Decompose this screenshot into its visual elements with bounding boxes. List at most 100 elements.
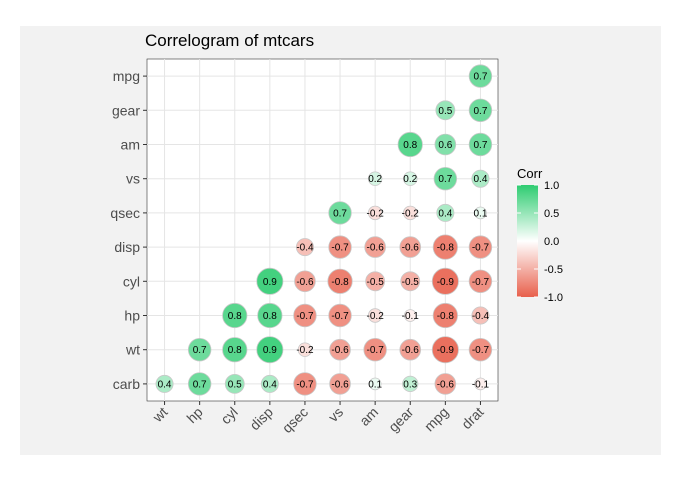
y-tick-label-hp: hp bbox=[124, 308, 140, 324]
x-tick-label-am: am bbox=[356, 404, 381, 429]
correlation-circle bbox=[468, 269, 493, 294]
correlation-value-label: -0.6 bbox=[367, 243, 385, 254]
correlation-circle bbox=[471, 306, 490, 325]
correlation-circle bbox=[297, 342, 313, 357]
correlation-value-label: 0.8 bbox=[228, 345, 242, 356]
correlation-value-label: 0.3 bbox=[403, 379, 417, 390]
correlation-circle bbox=[434, 373, 457, 395]
correlation-circle bbox=[436, 203, 455, 222]
correlogram-chart: Correlogram of mtcars wt hp cyl disp qsec vs a… bbox=[110, 31, 563, 436]
correlogram-figure: Correlogram of mtcars wt hp cyl disp qsec vs a… bbox=[20, 26, 661, 455]
cell-am-cyl: -0.5 bbox=[365, 271, 386, 292]
correlation-value-label: -0.6 bbox=[331, 379, 349, 390]
correlation-value-label: 0.7 bbox=[193, 379, 207, 390]
y-tick-label-disp: disp bbox=[114, 239, 140, 255]
cell-qsec-disp: -0.4 bbox=[295, 238, 314, 257]
cell-gear-qsec: -0.2 bbox=[402, 205, 419, 221]
cell-mpg-disp: -0.8 bbox=[432, 234, 458, 260]
cell-mpg-am: 0.6 bbox=[434, 133, 457, 156]
correlation-value-label: -0.8 bbox=[437, 311, 455, 322]
x-axis-ticks: wt hp cyl disp qsec vs am gear mpg drat bbox=[149, 401, 487, 436]
correlation-circle bbox=[403, 309, 417, 322]
correlation-value-label: -0.9 bbox=[437, 277, 455, 288]
correlation-circle bbox=[187, 372, 212, 396]
cell-drat-carb: -0.1 bbox=[472, 377, 490, 390]
correlation-value-label: 0.2 bbox=[403, 174, 417, 185]
cell-mpg-cyl: -0.9 bbox=[431, 267, 459, 295]
x-tick-label-wt: wt bbox=[149, 404, 171, 426]
correlation-value-label: -0.2 bbox=[367, 311, 385, 322]
x-tick-label-disp: disp bbox=[246, 404, 276, 434]
correlation-circle bbox=[431, 267, 459, 295]
correlation-circle bbox=[328, 235, 352, 259]
cell-mpg-carb: -0.6 bbox=[434, 373, 457, 395]
cell-drat-am: 0.7 bbox=[468, 132, 493, 157]
cell-vs-qsec: 0.7 bbox=[328, 201, 352, 225]
correlation-circle bbox=[435, 100, 456, 121]
cell-am-qsec: -0.2 bbox=[367, 205, 384, 221]
cell-am-carb: 0.1 bbox=[368, 377, 383, 390]
cell-gear-wt: -0.6 bbox=[399, 338, 422, 361]
legend-tick-label: -1.0 bbox=[544, 292, 563, 304]
correlation-value-label: -0.2 bbox=[296, 345, 314, 356]
cell-wt-carb: 0.4 bbox=[155, 374, 174, 393]
correlation-value-label: -0.7 bbox=[296, 311, 314, 322]
y-tick-label-am: am bbox=[121, 137, 140, 153]
correlation-circle bbox=[367, 205, 383, 221]
correlation-circle bbox=[471, 169, 490, 188]
correlation-circle bbox=[432, 234, 458, 260]
correlation-value-label: -0.4 bbox=[296, 243, 314, 254]
cell-qsec-wt: -0.2 bbox=[296, 342, 314, 357]
correlation-circle bbox=[367, 308, 383, 323]
correlation-value-label: -0.4 bbox=[472, 311, 490, 322]
x-tick-label-gear: gear bbox=[385, 404, 416, 435]
correlation-value-label: 0.9 bbox=[263, 277, 277, 288]
x-tick-label-mpg: mpg bbox=[421, 404, 452, 435]
correlation-circle bbox=[397, 131, 423, 158]
cell-mpg-qsec: 0.4 bbox=[436, 203, 455, 222]
correlation-value-label: -0.7 bbox=[472, 345, 490, 356]
correlation-circle bbox=[364, 236, 386, 258]
cell-vs-wt: -0.6 bbox=[329, 338, 351, 361]
legend-tick-label: 0.0 bbox=[544, 236, 559, 248]
correlation-value-label: 0.5 bbox=[438, 106, 452, 117]
correlation-value-label: 0.6 bbox=[438, 140, 452, 151]
cell-cyl-wt: 0.8 bbox=[222, 337, 248, 363]
correlation-value-label: 0.1 bbox=[473, 208, 487, 219]
correlation-circle bbox=[222, 302, 248, 329]
cell-gear-disp: -0.6 bbox=[399, 236, 422, 258]
y-tick-label-carb: carb bbox=[113, 376, 140, 392]
cell-drat-hp: -0.4 bbox=[471, 306, 490, 325]
correlation-circle bbox=[399, 236, 422, 258]
cell-vs-hp: -0.7 bbox=[328, 303, 352, 328]
cell-mpg-gear: 0.5 bbox=[435, 100, 456, 121]
correlation-circle bbox=[328, 303, 352, 328]
correlation-circle bbox=[293, 372, 317, 396]
correlation-value-label: 0.2 bbox=[368, 174, 382, 185]
cell-cyl-hp: 0.8 bbox=[222, 302, 248, 329]
legend-tick-label: 0.5 bbox=[544, 208, 559, 220]
correlation-circle bbox=[402, 375, 419, 392]
correlation-circle bbox=[367, 171, 383, 186]
correlation-value-label: -0.1 bbox=[402, 311, 420, 322]
y-tick-label-wt: wt bbox=[125, 342, 140, 358]
correlation-value-label: -0.7 bbox=[367, 345, 385, 356]
correlation-value-label: -0.6 bbox=[437, 379, 455, 390]
cell-qsec-carb: -0.7 bbox=[293, 372, 317, 396]
cell-am-vs: 0.2 bbox=[367, 171, 383, 186]
y-axis-ticks: carb wt hp cyl disp qsec vs am gear mpg bbox=[110, 68, 147, 392]
correlation-circle bbox=[155, 374, 174, 393]
cell-vs-cyl: -0.8 bbox=[327, 268, 353, 294]
correlation-circle bbox=[328, 201, 352, 225]
cell-disp-cyl: 0.9 bbox=[256, 267, 284, 295]
cell-drat-qsec: 0.1 bbox=[473, 206, 488, 219]
correlation-circle bbox=[294, 270, 316, 293]
x-tick-label-vs: vs bbox=[325, 404, 346, 425]
cell-hp-wt: 0.7 bbox=[187, 338, 212, 362]
correlation-circle bbox=[256, 336, 284, 364]
chart-title: Correlogram of mtcars bbox=[145, 31, 314, 50]
cell-drat-cyl: -0.7 bbox=[468, 269, 493, 294]
cell-gear-carb: 0.3 bbox=[402, 375, 419, 392]
y-tick-label-qsec: qsec bbox=[110, 205, 140, 221]
correlation-value-label: 0.8 bbox=[263, 311, 277, 322]
